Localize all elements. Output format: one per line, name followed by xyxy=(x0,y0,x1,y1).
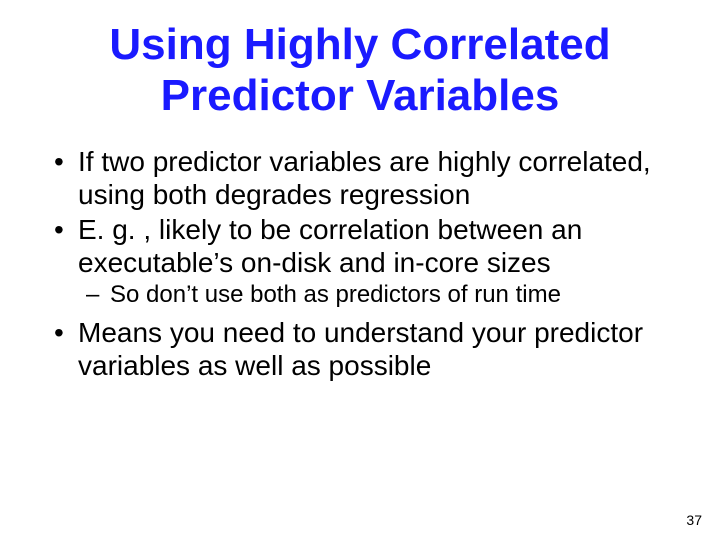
page-number: 37 xyxy=(686,512,702,528)
slide-title: Using Highly Correlated Predictor Variab… xyxy=(50,20,670,121)
slide: Using Highly Correlated Predictor Variab… xyxy=(0,0,720,540)
bullet-list: If two predictor variables are highly co… xyxy=(50,145,670,382)
bullet-subitem: So don’t use both as predictors of run t… xyxy=(50,281,670,310)
bullet-item: E. g. , likely to be correlation between… xyxy=(50,213,670,279)
bullet-item: If two predictor variables are highly co… xyxy=(50,145,670,211)
bullet-item: Means you need to understand your predic… xyxy=(50,316,670,382)
